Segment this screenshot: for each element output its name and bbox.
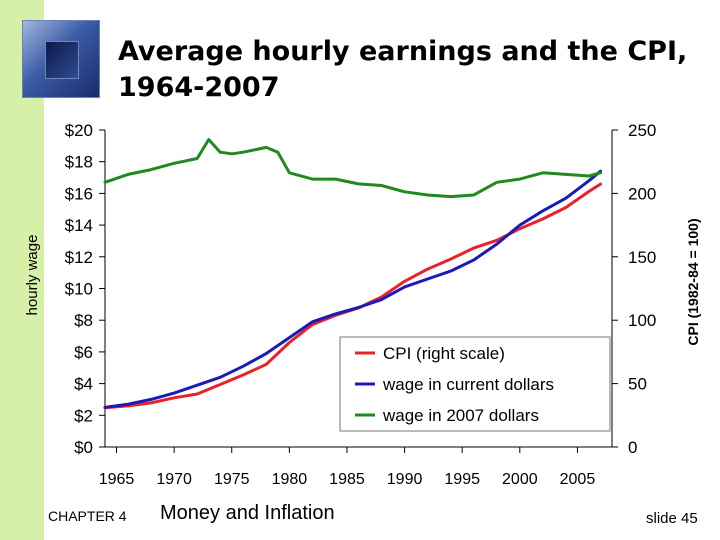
left-axis-tick-label: $0	[74, 438, 93, 457]
left-axis-tick-label: $10	[65, 280, 93, 299]
left-axis-tick-label: $20	[65, 121, 93, 140]
right-axis-tick-label: 200	[628, 184, 656, 203]
left-axis-tick-label: $6	[74, 343, 93, 362]
chapter-logo-image	[22, 20, 100, 98]
x-axis-tick-label: 1970	[156, 471, 192, 488]
x-axis-tick-label: 1995	[444, 471, 480, 488]
legend-label: CPI (right scale)	[383, 344, 505, 363]
left-axis-tick-label: $2	[74, 406, 93, 425]
series-line	[103, 138, 602, 199]
right-axis-tick-label: 250	[628, 121, 656, 140]
chapter-label: CHAPTER 4	[48, 508, 127, 524]
right-axis-title: CPI (1982-84 = 100)	[685, 218, 701, 345]
x-axis-tick-label: 1980	[272, 471, 308, 488]
left-axis-tick-label: $18	[65, 153, 93, 172]
series-line	[103, 169, 602, 409]
left-axis-tick-label: $8	[74, 311, 93, 330]
x-axis-tick-label: 1985	[329, 471, 365, 488]
legend-label: wage in 2007 dollars	[382, 406, 539, 425]
x-axis-tick-label: 1990	[387, 471, 423, 488]
right-axis-tick-label: 150	[628, 248, 656, 267]
left-axis-tick-label: $4	[74, 375, 93, 394]
left-axis-tick-label: $16	[65, 184, 93, 203]
left-axis-tick-label: $12	[65, 248, 93, 267]
right-axis-tick-label: 0	[628, 438, 637, 457]
x-axis-tick-label: 1965	[99, 471, 135, 488]
left-axis-title: hourly wage	[24, 235, 41, 316]
x-axis-tick-label: 2000	[502, 471, 538, 488]
left-axis-tick-label: $14	[65, 216, 93, 235]
chapter-logo-inner	[45, 41, 79, 79]
slide-title-line2: 1964-2007	[118, 72, 280, 103]
x-axis-tick-label: 2005	[560, 471, 596, 488]
x-axis-tick-label: 1975	[214, 471, 250, 488]
slide-title-line1: Average hourly earnings and the CPI,	[118, 36, 688, 67]
right-axis-tick-label: 100	[628, 311, 656, 330]
chapter-title: Money and Inflation	[160, 502, 335, 524]
legend-box	[339, 336, 611, 432]
legend-label: wage in current dollars	[382, 375, 554, 394]
slide-number: slide 45	[646, 510, 698, 527]
right-axis-tick-label: 50	[628, 375, 647, 394]
slide-title: Average hourly earnings and the CPI, 196…	[118, 34, 718, 106]
